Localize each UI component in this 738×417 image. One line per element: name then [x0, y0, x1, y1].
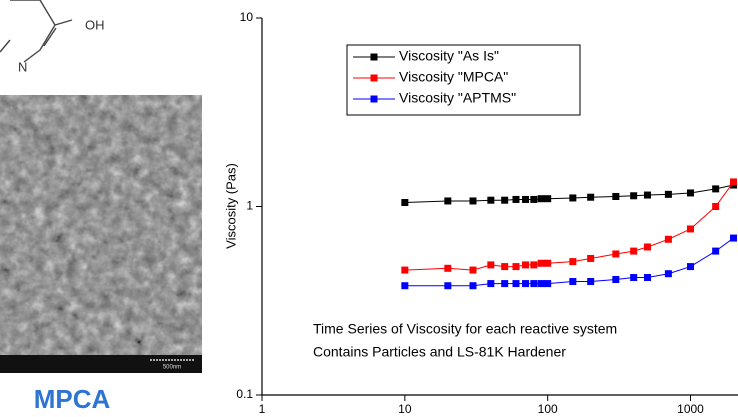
y-tick-label: 10: [240, 10, 254, 24]
data-point: [530, 195, 538, 203]
data-point: [537, 195, 545, 203]
data-point: [487, 261, 495, 269]
legend-marker: [370, 53, 378, 61]
data-point: [687, 189, 695, 197]
x-tick-label: 100: [538, 402, 558, 416]
data-point: [730, 178, 738, 186]
data-point: [612, 250, 620, 258]
data-point: [664, 235, 672, 243]
data-point: [530, 261, 538, 269]
data-point: [401, 199, 409, 207]
data-point: [712, 185, 720, 193]
data-point: [569, 194, 577, 202]
data-point: [512, 263, 520, 271]
data-point: [687, 263, 695, 271]
scale-bar-label: 500nm: [163, 365, 181, 371]
y-axis-label: Viscosity (Pas): [223, 163, 238, 249]
data-point: [544, 259, 552, 267]
data-point: [401, 266, 409, 274]
data-point: [730, 234, 738, 242]
data-point: [522, 195, 530, 203]
data-point: [530, 280, 538, 288]
data-point: [512, 280, 520, 288]
legend-marker: [370, 95, 378, 103]
data-point: [537, 280, 545, 288]
data-point: [687, 225, 695, 233]
data-point: [512, 195, 520, 203]
data-point: [587, 254, 595, 262]
data-point: [501, 196, 509, 204]
data-point: [644, 243, 652, 251]
series-line: [404, 181, 734, 271]
data-point: [444, 197, 452, 205]
legend-label: Viscosity "APTMS": [399, 90, 516, 106]
structure: [0, 0, 73, 63]
data-point: [522, 261, 530, 269]
data-point: [664, 190, 672, 198]
data-point: [544, 280, 552, 288]
legend-label: Viscosity "MPCA": [399, 69, 508, 85]
x-tick-label: 10: [398, 402, 412, 416]
y-tick-label: 1: [246, 199, 253, 213]
x-tick-label: 1000: [677, 402, 704, 416]
data-point: [612, 275, 620, 283]
data-point: [469, 282, 477, 290]
data-point: [644, 274, 652, 282]
x-tick-label: 1: [259, 402, 266, 416]
structure-label: OH: [85, 17, 105, 32]
data-point: [569, 278, 577, 286]
data-point: [501, 280, 509, 288]
data-point: [630, 274, 638, 282]
data-point: [401, 282, 409, 290]
data-point: [501, 263, 509, 271]
series-line: [404, 184, 734, 204]
data-point: [569, 258, 577, 266]
data-point: [444, 282, 452, 290]
data-point: [444, 264, 452, 272]
data-point: [487, 196, 495, 204]
y-tick-label: 0.1: [236, 387, 253, 401]
data-point: [587, 278, 595, 286]
data-point: [644, 191, 652, 199]
annotation: Time Series of Viscosity for each reacti…: [313, 321, 617, 337]
data-point: [630, 247, 638, 255]
data-point: [537, 259, 545, 267]
data-point: [664, 270, 672, 278]
legend-label: Viscosity "As Is": [399, 48, 499, 64]
legend-marker: [370, 74, 378, 82]
caption: MPCA: [34, 384, 111, 414]
data-point: [469, 197, 477, 205]
data-point: [522, 280, 530, 288]
data-point: [469, 266, 477, 274]
annotation: Contains Particles and LS-81K Hardener: [313, 344, 566, 360]
data-point: [544, 195, 552, 203]
data-point: [712, 247, 720, 255]
structure-label: N: [18, 59, 27, 74]
data-point: [587, 193, 595, 201]
data-point: [612, 192, 620, 200]
sem-texture: [0, 95, 202, 357]
data-point: [487, 280, 495, 288]
data-point: [630, 192, 638, 200]
data-point: [712, 203, 720, 210]
